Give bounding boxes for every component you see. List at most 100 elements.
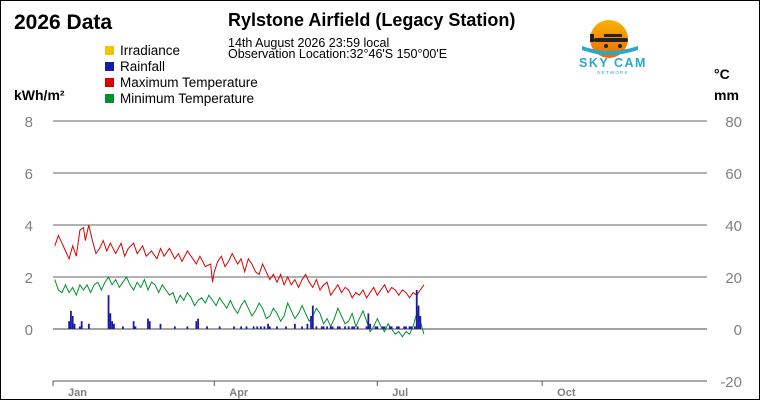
rainfall-bar [111,321,114,329]
rainfall-bar [369,323,372,329]
x-tick-label: Jul [392,387,408,399]
rainfall-bar [326,326,329,329]
legend-swatch-irradiance [105,45,114,55]
rainfall-bar [173,326,176,329]
rainfall-bar [347,326,350,329]
rainfall-bar [322,326,325,329]
observation-location: Observation Location:32°46'S 150°00'E [228,47,448,61]
legend-item-irradiance: Irradiance [105,42,258,58]
legend: Irradiance Rainfall Maximum Temperature … [105,42,258,106]
rainfall-bar [80,321,83,329]
rainfall-bar [397,326,400,329]
rainfall-bar [268,326,271,329]
y-left-tick-label: 0 [25,322,33,339]
rainfall-bar [267,323,269,329]
rainfall-bar [383,326,386,329]
rainfall-bar [186,326,189,329]
y-left-tick-label: 4 [25,218,33,235]
chart-title: Rylstone Airfield (Legacy Station) [228,10,516,30]
rainfall-bar [344,326,346,329]
legend-swatch-max-temp [105,77,114,87]
rainfall-bar [113,323,115,329]
rainfall-bar [132,321,135,329]
rainfall-bar [329,326,332,329]
rainfall-bar [233,326,235,329]
rainfall-bar [365,326,368,329]
rainfall-bar [374,326,377,329]
x-tick-label: Oct [557,387,576,399]
legend-item-max-temp: Maximum Temperature [105,74,258,90]
rainfall-bar [367,313,370,329]
plane-icon [590,34,628,48]
rainfall-bar [381,326,384,329]
rainfall-bar [252,326,255,329]
rainfall-bar [71,316,74,329]
rainfall-bar [311,305,314,329]
rainfall-bar [148,321,151,329]
x-tick-label: Jan [68,387,87,399]
rainfall-bar [121,326,124,329]
logo-text: SKY CAM [579,56,647,70]
legend-item-rainfall: Rainfall [105,58,258,74]
rainfall-bar [107,295,110,329]
rainfall-bar [417,305,420,329]
y-right-tick-label: 20 [725,270,742,287]
rainfall-bar [218,326,221,329]
rainfall-bar [70,310,72,329]
rainfall-bar [197,318,200,329]
rainfall-bar [388,326,391,329]
y-axis-right-temp-label: °C [714,66,730,82]
rainfall-bar [206,326,208,329]
y-left-tick-label: 6 [25,166,33,183]
y-axis-right-rain-label: mm [714,87,739,103]
legend-swatch-min-temp [105,93,114,103]
rainfall-bar [256,326,259,329]
rainfall-bar [414,326,416,329]
legend-label-irradiance: Irradiance [120,42,181,58]
rainfall-bar [147,318,149,329]
rainfall-bar [293,323,296,329]
rainfall-bar [390,326,393,329]
rainfall-bar [73,323,76,329]
rainfall-bar [410,326,413,329]
rainfall-bar [415,290,418,329]
rainfall-bar [245,326,248,329]
rainfall-bar [403,326,406,329]
rainfall-bar [353,326,355,329]
rainfall-bar [356,326,359,329]
y-right-tick-label: 40 [725,218,742,235]
rainfall-bar [240,326,243,329]
rainfall-bar [306,323,309,329]
y-left-tick-label: 8 [25,114,33,131]
rainfall-bar [195,321,198,329]
y-right-tick-label: 0 [734,322,742,339]
rainfall-bar [408,326,411,329]
year-title: 2026 Data [14,11,113,34]
rainfall-bar [351,326,354,329]
legend-label-min-temp: Minimum Temperature [120,90,255,106]
rainfall-bar [338,326,341,329]
rainfall-bar [159,323,162,329]
rainfall-bar [263,326,266,329]
rainfall-bar [315,326,318,329]
x-tick-label: Apr [229,387,249,399]
skycam-logo-graphic: SKY CAM NETWORK [579,20,647,75]
legend-label-max-temp: Maximum Temperature [120,74,258,90]
rainfall-bar [376,326,379,329]
rainfall-bar [405,326,407,329]
y-axis-left-label: kWh/m² [14,87,65,103]
rainfall-bar [301,326,303,329]
horizon-icon [582,46,638,55]
rainfall-bar [87,323,90,329]
rainfall-bar [419,316,422,329]
observation-timestamp: 14th August 2026 23:59 local [228,36,390,50]
rainfall-bar [109,313,112,329]
rainfall-bar [78,326,81,329]
legend-swatch-rainfall [105,61,114,71]
rainfall-bar [68,321,71,329]
rainfall-bar [331,326,334,329]
rainfall-bar [396,326,398,329]
rainfall-bar [310,316,312,329]
y-right-tick-label: 80 [725,114,742,131]
